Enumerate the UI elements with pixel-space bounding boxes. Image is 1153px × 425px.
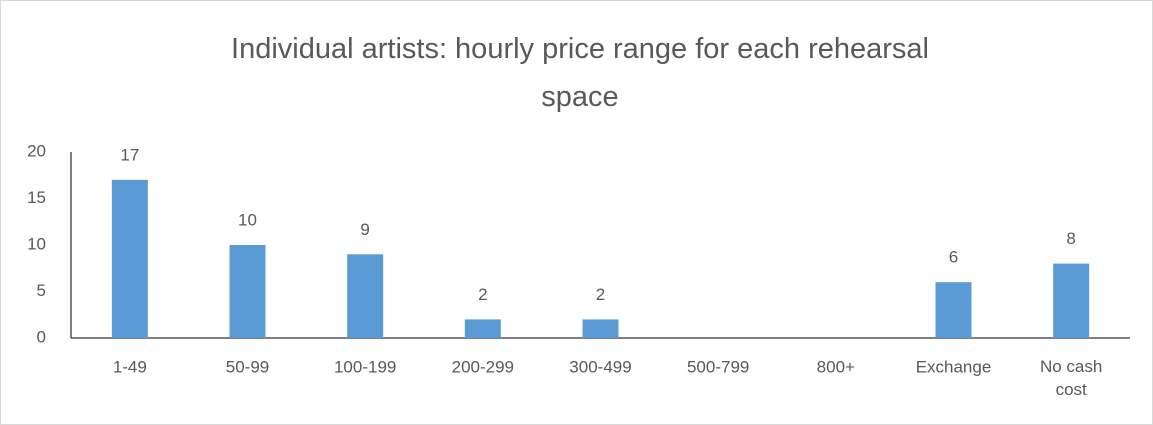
data-label: 10 [238, 210, 257, 229]
x-tick-label: 500-799 [687, 357, 749, 376]
y-tick-label: 10 [27, 234, 46, 253]
x-tick-label: 100-199 [334, 357, 396, 376]
bar [935, 282, 972, 338]
y-tick-label: 5 [37, 281, 46, 300]
x-tick-label: 800+ [817, 357, 855, 376]
data-label: 2 [596, 285, 605, 304]
x-tick-label: 50-99 [226, 357, 269, 376]
x-tick-label: 1-49 [113, 357, 147, 376]
x-tick-label: No cash cost [1040, 357, 1102, 399]
bar [347, 254, 384, 338]
bar [464, 319, 501, 338]
bar [582, 319, 619, 338]
bar [111, 179, 148, 338]
data-label: 2 [478, 285, 487, 304]
chart-title: Individual artists: hourly price range f… [231, 33, 929, 113]
y-tick-label: 20 [27, 141, 46, 160]
x-tick-label: 200-299 [452, 357, 514, 376]
data-label: 9 [360, 220, 369, 239]
x-tick-label: Exchange [916, 357, 992, 376]
y-tick-label: 0 [37, 327, 46, 346]
bar [229, 245, 266, 338]
data-label: 6 [949, 248, 958, 267]
bar [1053, 263, 1090, 338]
x-tick-label: 300-499 [569, 357, 631, 376]
data-label: 17 [120, 145, 139, 164]
y-tick-label: 15 [27, 188, 46, 207]
data-label: 8 [1066, 229, 1075, 248]
